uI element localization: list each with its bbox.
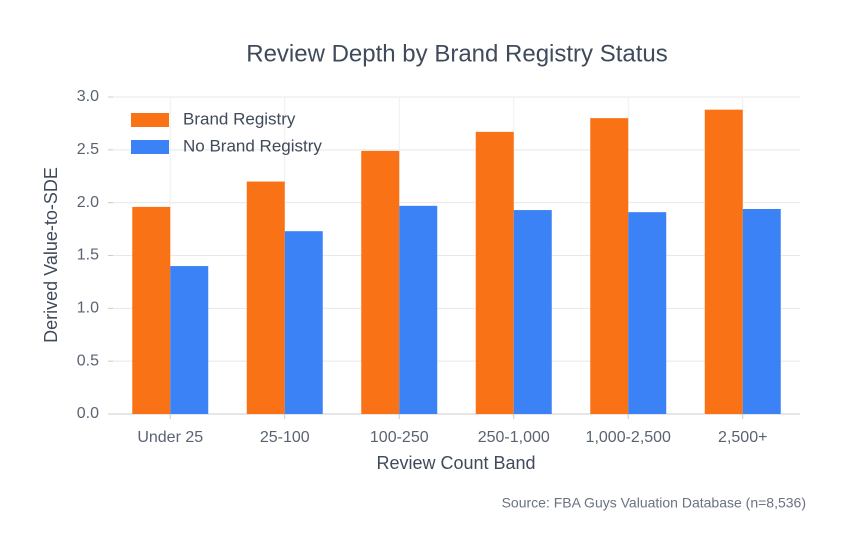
chart-title: Review Depth by Brand Registry Status bbox=[246, 40, 668, 67]
y-tick-label: 1.0 bbox=[77, 300, 99, 317]
y-tick-label: 1.5 bbox=[77, 247, 99, 264]
bar bbox=[361, 150, 400, 414]
x-tick-label: 2,500+ bbox=[718, 429, 767, 446]
x-tick-label: 1,000-2,500 bbox=[586, 429, 672, 446]
y-tick-label: 2.0 bbox=[77, 194, 99, 211]
bar bbox=[742, 209, 781, 414]
y-tick-label: 0.5 bbox=[77, 352, 99, 369]
y-axis-label: Derived Value-to-SDE bbox=[41, 167, 61, 343]
bar bbox=[132, 206, 171, 414]
x-tick-label: 100-250 bbox=[370, 429, 429, 446]
bar bbox=[284, 231, 323, 414]
source-note: Source: FBA Guys Valuation Database (n=8… bbox=[502, 495, 806, 511]
bar bbox=[513, 210, 552, 414]
legend-label: No Brand Registry bbox=[183, 136, 322, 155]
bar bbox=[475, 131, 514, 414]
bar bbox=[628, 212, 667, 414]
bar bbox=[399, 205, 438, 414]
x-tick-label: Under 25 bbox=[137, 429, 203, 446]
bar bbox=[170, 266, 209, 414]
bar bbox=[590, 118, 629, 414]
y-tick-label: 0.0 bbox=[77, 405, 99, 422]
x-tick-label: 25-100 bbox=[260, 429, 310, 446]
legend-swatch bbox=[131, 140, 169, 154]
y-tick-label: 2.5 bbox=[77, 141, 99, 158]
legend-label: Brand Registry bbox=[183, 109, 296, 128]
bar bbox=[246, 181, 285, 414]
y-tick-label: 3.0 bbox=[77, 88, 99, 105]
x-axis-label: Review Count Band bbox=[376, 453, 535, 473]
legend-swatch bbox=[131, 113, 169, 127]
x-tick-label: 250-1,000 bbox=[478, 429, 550, 446]
bar bbox=[704, 109, 743, 415]
